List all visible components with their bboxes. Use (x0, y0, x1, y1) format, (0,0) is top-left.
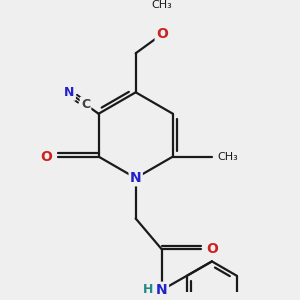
Text: N: N (64, 86, 75, 100)
Text: CH₃: CH₃ (152, 0, 172, 10)
Text: N: N (156, 283, 168, 297)
Text: C: C (81, 98, 90, 111)
Text: CH₃: CH₃ (218, 152, 239, 162)
Text: O: O (207, 242, 219, 256)
Text: O: O (156, 27, 168, 41)
Text: H: H (143, 284, 153, 296)
Text: N: N (130, 171, 142, 185)
Text: O: O (40, 150, 52, 164)
